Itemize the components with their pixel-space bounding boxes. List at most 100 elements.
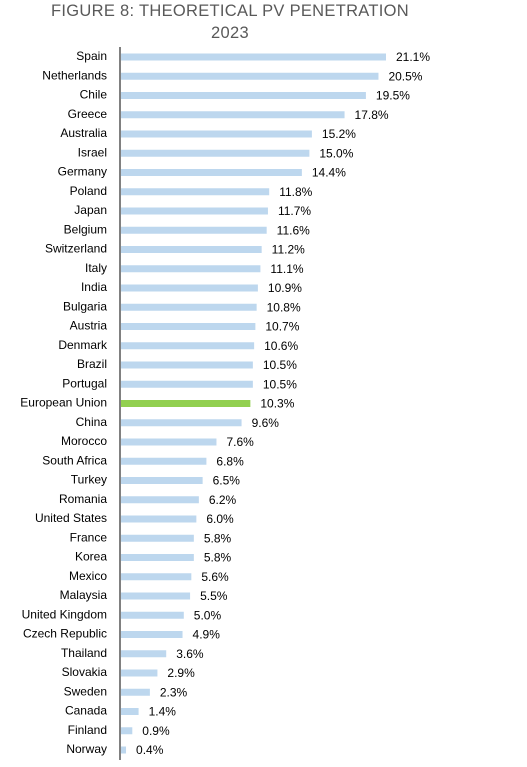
bar <box>121 438 217 446</box>
bar <box>121 727 133 735</box>
bar <box>121 188 270 196</box>
category-label: Germany <box>58 165 107 179</box>
category-label: Bulgaria <box>63 299 107 313</box>
value-label: 10.7% <box>265 320 299 334</box>
value-label: 10.3% <box>260 397 294 411</box>
category-label: Sweden <box>64 684 107 698</box>
value-label: 15.2% <box>322 127 356 141</box>
value-label: 15.0% <box>319 146 353 160</box>
category-label: Portugal <box>62 376 107 390</box>
bar <box>121 342 255 350</box>
bar <box>121 688 150 696</box>
category-label: Chile <box>80 88 108 102</box>
value-label: 5.6% <box>201 570 229 584</box>
value-label: 14.4% <box>312 166 346 180</box>
category-label: South Africa <box>42 453 107 467</box>
category-label: Czech Republic <box>23 627 107 641</box>
value-label: 20.5% <box>388 69 422 83</box>
bar <box>121 303 257 311</box>
value-label: 10.5% <box>263 377 297 391</box>
category-label: Switzerland <box>45 242 107 256</box>
value-label: 17.8% <box>355 108 389 122</box>
value-label: 6.8% <box>216 454 244 468</box>
category-label: Greece <box>68 107 108 121</box>
bar <box>121 53 386 61</box>
bar <box>121 207 268 215</box>
bar <box>121 323 256 330</box>
category-label: Austria <box>70 319 108 333</box>
chart-title: FIGURE 8: THEORETICAL PV PENETRATION 202… <box>51 2 409 42</box>
bar <box>121 246 262 253</box>
category-label: Poland <box>70 184 107 198</box>
category-label: Canada <box>65 704 107 718</box>
bar <box>121 72 379 80</box>
category-label: Australia <box>60 126 107 140</box>
value-label: 2.9% <box>167 666 195 680</box>
value-label: 11.1% <box>270 262 303 276</box>
bar <box>121 265 261 273</box>
bar <box>121 515 197 523</box>
value-label: 0.9% <box>142 724 170 738</box>
bar <box>121 611 184 619</box>
value-label: 5.0% <box>194 608 222 622</box>
category-label: Israel <box>78 145 107 159</box>
bar <box>121 169 302 176</box>
category-label: Turkey <box>71 473 107 487</box>
value-label: 0.4% <box>136 743 164 757</box>
category-label: France <box>70 530 108 544</box>
value-label: 6.0% <box>206 512 234 526</box>
category-label: Slovakia <box>62 665 108 679</box>
value-label: 5.8% <box>204 531 232 545</box>
category-label: Spain <box>76 49 107 63</box>
category-label: Japan <box>74 203 107 217</box>
value-label: 11.6% <box>277 223 310 237</box>
category-label: Denmark <box>58 338 108 352</box>
value-label: 11.7% <box>278 204 311 218</box>
bar <box>121 554 194 561</box>
bar <box>121 400 251 407</box>
bar <box>121 380 253 388</box>
category-label: Romania <box>59 492 107 506</box>
value-label: 6.5% <box>213 474 241 488</box>
category-label: Malaysia <box>60 588 108 602</box>
bar <box>121 284 258 292</box>
category-label: Finland <box>68 723 107 737</box>
value-label: 9.6% <box>252 416 280 430</box>
category-label: Netherlands <box>42 68 107 82</box>
bar <box>121 631 183 638</box>
bar <box>121 226 267 234</box>
bar <box>121 92 366 99</box>
value-label: 2.3% <box>160 685 188 699</box>
category-label: China <box>76 415 108 429</box>
bar <box>121 130 312 138</box>
bar <box>121 477 203 484</box>
bar <box>121 496 199 504</box>
bar <box>121 669 158 677</box>
value-label: 21.1% <box>396 50 430 64</box>
category-label: Italy <box>85 261 107 275</box>
value-label: 5.5% <box>200 589 228 603</box>
category-label: Belgium <box>64 222 107 236</box>
category-label: European Union <box>20 396 107 410</box>
bar <box>121 534 194 542</box>
category-label: United Kingdom <box>22 607 107 621</box>
bar <box>121 708 139 715</box>
bar <box>121 573 192 581</box>
value-label: 11.8% <box>279 185 312 199</box>
value-label: 10.9% <box>268 281 302 295</box>
value-label: 1.4% <box>149 705 177 719</box>
value-label: 10.8% <box>267 300 301 314</box>
bar <box>121 746 127 754</box>
value-label: 6.2% <box>209 493 237 507</box>
bar <box>121 457 207 465</box>
category-label: Thailand <box>61 646 107 660</box>
category-label: Norway <box>66 742 107 756</box>
value-label: 11.2% <box>272 243 305 257</box>
bar <box>121 149 310 157</box>
value-label: 19.5% <box>376 89 410 103</box>
value-label: 3.6% <box>176 647 204 661</box>
value-label: 7.6% <box>226 435 254 449</box>
bar <box>121 650 167 658</box>
